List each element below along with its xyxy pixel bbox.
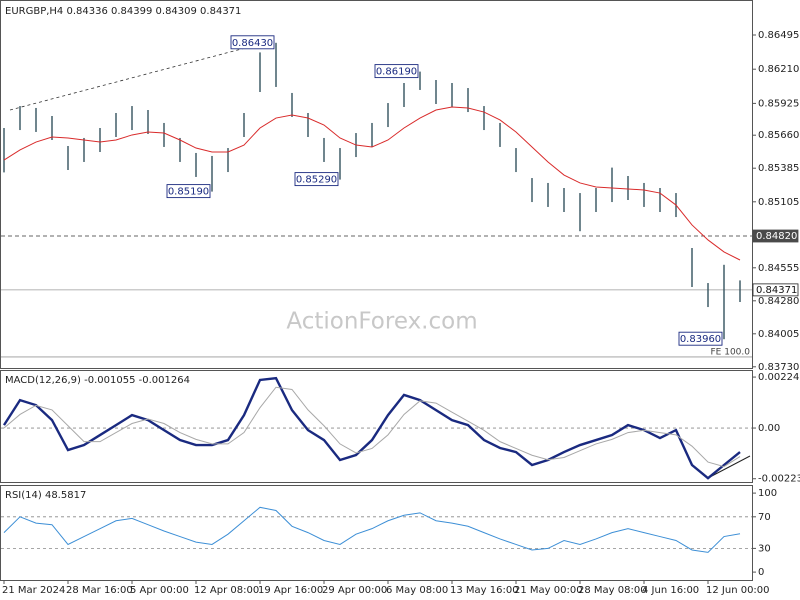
x-tick-label: 21 May 00:00: [514, 585, 583, 596]
x-tick-label: 5 Apr 00:00: [130, 585, 189, 596]
annotation-label: 0.85190: [168, 187, 209, 198]
annotation-label: 0.85290: [296, 175, 337, 186]
y-tick-label: 100: [758, 488, 777, 499]
indicator-line: [3, 386, 741, 468]
rsi-title: RSI(14) 48.5817: [5, 490, 86, 501]
annotation-box: [374, 64, 419, 79]
x-tick-label: 19 Apr 16:00: [258, 585, 323, 596]
price-label-box: [752, 283, 799, 297]
moving-average: [3, 106, 741, 261]
macd-panel: [0, 370, 753, 483]
x-tick-label: 6 May 08:00: [386, 585, 448, 596]
x-tick-label: 28 Mar 16:00: [66, 585, 133, 596]
price-label-box: [752, 229, 799, 243]
macd-title: MACD(12,26,9) -0.001055 -0.001264: [5, 375, 190, 386]
x-tick-label: 21 Mar 2024: [2, 585, 65, 596]
y-tick-label: 0.002248: [758, 372, 800, 383]
y-tick-label: 0.83730: [758, 362, 799, 373]
y-tick-label: 0.84005: [758, 329, 799, 340]
price-label: 0.84371: [756, 285, 797, 296]
y-tick-label: 0: [758, 567, 764, 578]
y-tick-label: 30: [758, 543, 771, 554]
x-tick-label: 12 Jun 00:00: [706, 585, 770, 596]
y-tick-label: 0.86495: [758, 30, 799, 41]
y-tick-label: 0.85105: [758, 197, 799, 208]
rsi-panel: [0, 485, 753, 581]
y-tick-label: 0.85385: [758, 163, 799, 174]
annotation-label: 0.86430: [232, 38, 273, 49]
annotation-label: 0.86190: [376, 67, 417, 78]
annotation-box: [166, 184, 211, 199]
x-tick-label: 29 Apr 00:00: [322, 585, 387, 596]
macd-trend-line: [707, 455, 751, 479]
indicator-line: [3, 506, 741, 553]
annotation-box: [678, 331, 723, 346]
y-tick-label: 0.00: [758, 423, 780, 434]
annotation-box: [230, 35, 275, 50]
x-tick-label: 12 Apr 08:00: [194, 585, 259, 596]
y-tick-label: 70: [758, 512, 771, 523]
annotation-label: 0.83960: [680, 334, 721, 345]
price-label: 0.84820: [756, 231, 797, 242]
y-tick-label: 0.86210: [758, 64, 799, 75]
indicator-line: [2, 376, 741, 480]
annotation-box: [294, 172, 339, 187]
x-tick-label: 28 May 08:00: [578, 585, 647, 596]
price-panel: [0, 0, 753, 369]
y-tick-label: -0.002236: [758, 474, 800, 485]
price-line-label: FE 100.0: [711, 347, 751, 357]
y-tick-label: 0.85660: [758, 130, 799, 141]
y-tick-label: 0.84280: [758, 296, 799, 307]
x-tick-label: 4 Jun 16:00: [642, 585, 699, 596]
watermark: ActionForex.com: [286, 309, 477, 335]
y-tick-label: 0.85925: [758, 98, 799, 109]
y-tick-label: 0.84555: [758, 263, 799, 274]
chart-title: EURGBP,H4 0.84336 0.84399 0.84309 0.8437…: [5, 6, 241, 17]
x-tick-label: 13 May 16:00: [450, 585, 519, 596]
trend-line: [9, 41, 269, 111]
